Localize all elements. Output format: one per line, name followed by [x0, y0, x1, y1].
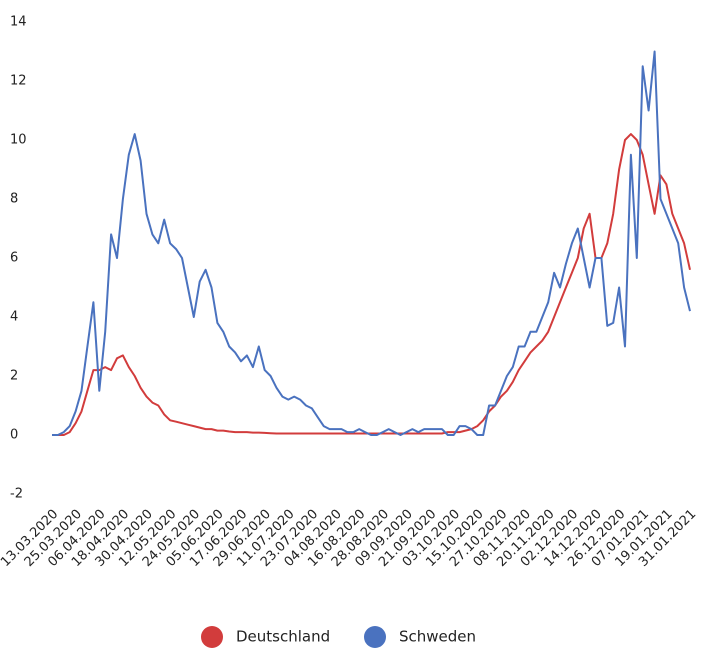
y-tick-label: 10 [10, 133, 27, 148]
legend-label: Schweden [399, 628, 476, 646]
y-tick-label: 6 [10, 251, 18, 266]
series-line [52, 133, 691, 436]
y-tick-label: 0 [10, 428, 18, 443]
legend-marker [364, 626, 386, 648]
y-tick-label: 14 [10, 15, 27, 30]
y-tick-label: -2 [10, 487, 23, 502]
y-tick-label: 12 [10, 74, 27, 89]
y-tick-label: 4 [10, 310, 18, 325]
legend-marker [201, 626, 223, 648]
legend-label: Deutschland [236, 628, 330, 646]
series-line [52, 50, 691, 436]
y-tick-label: 8 [10, 192, 18, 207]
y-tick-label: 2 [10, 369, 18, 384]
